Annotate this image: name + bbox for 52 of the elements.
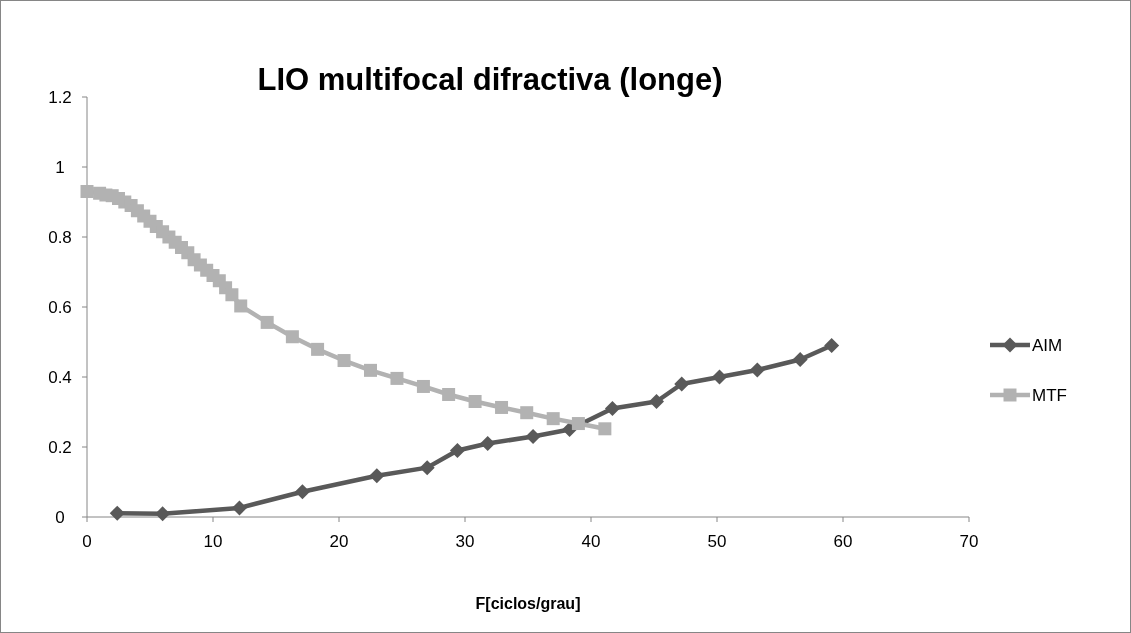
- x-tick-label: 70: [959, 532, 979, 551]
- y-tick-label: 1.2: [48, 87, 72, 107]
- point: [824, 338, 840, 353]
- point: [520, 406, 534, 420]
- point: [234, 299, 248, 313]
- x-tick-label: 0: [82, 532, 92, 551]
- point: [525, 429, 541, 444]
- point: [674, 376, 690, 392]
- point: [311, 342, 325, 356]
- y-tick-label: 0.4: [48, 367, 72, 387]
- point: [468, 395, 482, 408]
- point: [449, 443, 465, 458]
- point: [337, 354, 351, 368]
- x-tick-label: 40: [581, 532, 601, 551]
- point: [442, 388, 456, 401]
- point: [712, 369, 728, 385]
- chart-title: LIO multifocal difractiva (longe): [257, 62, 723, 97]
- point: [495, 400, 509, 414]
- point: [80, 185, 94, 198]
- x-tick-label: 20: [329, 532, 349, 551]
- point: [604, 401, 620, 416]
- point: [225, 288, 239, 302]
- point: [546, 412, 560, 426]
- point: [109, 505, 125, 521]
- point: [285, 330, 299, 344]
- y-tick-label: 0.8: [48, 227, 72, 247]
- x-axis-title: F[ciclos/grau]: [475, 595, 581, 612]
- legend-label: AIM: [1032, 335, 1063, 355]
- point: [480, 436, 496, 451]
- y-tick-label: 0.2: [48, 437, 72, 457]
- point: [155, 506, 171, 522]
- point: [598, 422, 612, 436]
- point: [416, 379, 430, 393]
- point: [571, 417, 585, 431]
- point: [419, 460, 435, 476]
- legend-label: MTF: [1032, 385, 1067, 405]
- y-tick-label: 0: [55, 507, 65, 527]
- x-tick-label: 10: [203, 532, 223, 551]
- x-tick-label: 30: [455, 532, 475, 551]
- y-tick-label: 1: [55, 157, 65, 177]
- x-tick-label: 50: [707, 532, 727, 551]
- point: [369, 468, 385, 484]
- point: [749, 362, 765, 378]
- point: [649, 394, 665, 409]
- y-tick-label: 0.6: [48, 297, 72, 317]
- point: [231, 500, 247, 516]
- x-tick-label: 60: [833, 532, 853, 551]
- point: [260, 315, 274, 329]
- point: [792, 352, 808, 367]
- point: [364, 363, 377, 377]
- point: [390, 371, 404, 385]
- point: [294, 484, 310, 500]
